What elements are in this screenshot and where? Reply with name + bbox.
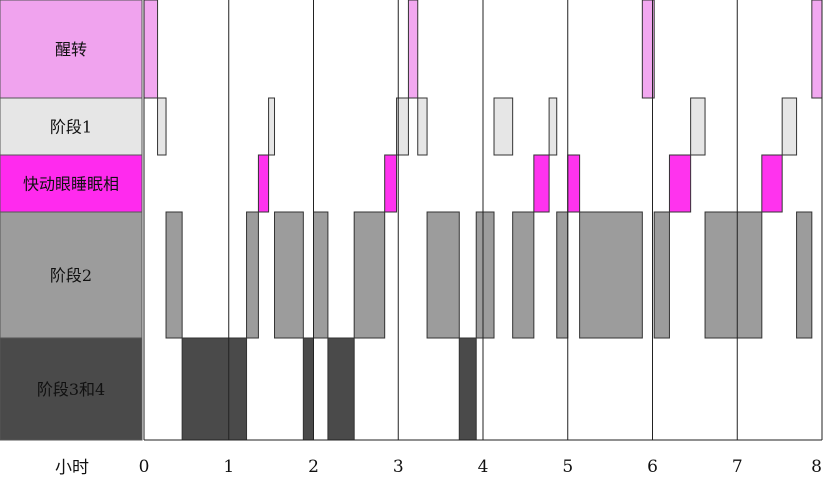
sleep-segment-s34	[181, 337, 248, 441]
sleep-segment-s2	[653, 211, 670, 339]
sleep-segment-s1	[690, 97, 706, 156]
sleep-segment-s1	[157, 97, 167, 156]
sleep-segment-s2	[165, 211, 183, 339]
sleep-segment-s1	[268, 97, 276, 156]
sleep-segment-rem	[384, 154, 398, 213]
sleep-segment-s2	[426, 211, 460, 339]
sleep-segment-s1	[781, 97, 798, 156]
sleep-segments	[143, 0, 823, 441]
x-tick-label: 2	[308, 457, 319, 477]
sleep-segment-s1	[548, 97, 558, 156]
x-tick-label: 6	[647, 457, 658, 477]
sleep-segment-s1	[493, 97, 514, 156]
x-tick-label: 0	[139, 457, 150, 477]
stage-label-bg-stage1	[0, 97, 143, 156]
sleep-segment-rem	[567, 154, 581, 213]
sleep-segment-s2	[704, 211, 763, 339]
sleep-segment-s34	[458, 337, 477, 441]
sleep-segment-wake	[641, 0, 655, 99]
stage-label-bg-wake	[0, 0, 143, 99]
stage-label-bg-stage34	[0, 337, 143, 441]
stage-label-stage34: 阶段3和4	[37, 380, 105, 399]
stage-label-stage1: 阶段1	[50, 118, 92, 137]
stage-label-bg-stage2	[0, 211, 143, 339]
sleep-segment-s2	[353, 211, 386, 339]
sleep-segment-s2	[246, 211, 259, 339]
x-tick-label: 5	[562, 457, 573, 477]
x-tick-label: 8	[811, 457, 822, 477]
sleep-segment-rem	[257, 154, 270, 213]
sleep-segment-s2	[475, 211, 495, 339]
stage-label-column: 醒转 阶段1 快动眼睡眠相 阶段2 阶段3和4	[0, 0, 143, 441]
x-axis-label: 小时	[55, 458, 89, 478]
sleep-segment-s2	[313, 211, 329, 339]
sleep-segment-s34	[327, 337, 355, 441]
stage-label-stage2: 阶段2	[50, 266, 92, 285]
sleep-segment-s34	[302, 337, 314, 441]
stage-label-bg-rem	[0, 154, 143, 213]
x-tick-label: 4	[478, 457, 489, 477]
sleep-segment-wake	[143, 0, 159, 99]
x-tick-label: 1	[223, 457, 234, 477]
x-tick-label: 7	[732, 457, 743, 477]
stage-label-wake: 醒转	[55, 40, 87, 59]
sleep-segment-s1	[417, 97, 428, 156]
hour-gridlines	[143, 0, 823, 441]
sleep-segment-s2	[796, 211, 813, 339]
sleep-segment-rem	[533, 154, 550, 213]
stage-label-rem: 快动眼睡眠相	[23, 175, 119, 194]
sleep-segment-s1	[396, 97, 409, 156]
sleep-segment-s2	[512, 211, 535, 339]
sleep-segment-s2	[556, 211, 569, 339]
sleep-segment-s2	[274, 211, 304, 339]
sleep-segment-wake	[811, 0, 823, 99]
x-tick-label: 3	[393, 457, 404, 477]
sleep-segment-rem	[668, 154, 692, 213]
sleep-segment-s2	[579, 211, 643, 339]
x-tick-labels: 0 1 2 3 4 5 6 7 8	[139, 457, 822, 477]
sleep-segment-rem	[761, 154, 783, 213]
sleep-segment-wake	[407, 0, 419, 99]
